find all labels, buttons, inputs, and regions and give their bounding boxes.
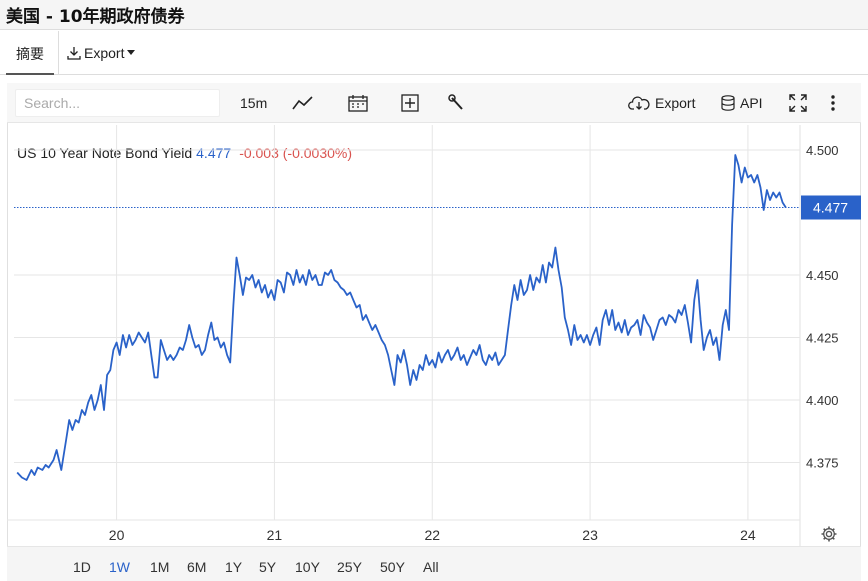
- y-tick-label: 4.375: [806, 456, 839, 471]
- range-button-all[interactable]: All: [423, 559, 439, 575]
- legend-symbol: US 10 Year Note Bond Yield: [17, 145, 193, 161]
- export-dropdown-label: Export: [84, 45, 125, 61]
- api-button[interactable]: API: [721, 91, 763, 115]
- x-tick-label: 21: [267, 527, 283, 543]
- database-icon: [721, 95, 735, 111]
- legend-last-value: 4.477: [196, 145, 232, 161]
- x-tick-label: 20: [109, 527, 125, 543]
- gear-icon: [821, 526, 837, 542]
- cloud-download-icon: [628, 96, 650, 110]
- line-chart-icon: [292, 96, 313, 110]
- x-tick-label: 22: [424, 527, 440, 543]
- more-options-button[interactable]: [830, 91, 836, 115]
- chart-type-button[interactable]: [292, 91, 314, 115]
- add-indicator-button[interactable]: [401, 91, 419, 115]
- caret-down-icon: [127, 50, 136, 55]
- export-button-label: Export: [655, 95, 696, 111]
- page-title: 美国 - 10年期政府债券: [6, 7, 185, 27]
- interval-button[interactable]: 15m: [240, 95, 268, 111]
- fullscreen-icon: [789, 94, 807, 112]
- y-tick-label: 4.500: [806, 143, 839, 158]
- last-value-label: 4.477: [813, 200, 848, 216]
- chart-settings-button[interactable]: [820, 525, 838, 548]
- tab-summary[interactable]: 摘要: [6, 31, 54, 75]
- range-button-1m[interactable]: 1M: [150, 559, 170, 575]
- chart-toolbar: 15m Export API: [7, 83, 861, 123]
- kebab-menu-icon: [831, 95, 835, 111]
- x-tick-label: 23: [582, 527, 598, 543]
- last-value-tag: [801, 195, 861, 220]
- range-selector: 1D 1W 1M 6M 1Y 5Y 10Y 25Y 50Y All: [7, 546, 861, 581]
- range-button-6m[interactable]: 6M: [187, 559, 207, 575]
- range-button-1w[interactable]: 1W: [109, 559, 130, 575]
- search-input[interactable]: [15, 89, 220, 117]
- range-button-1d[interactable]: 1D: [73, 559, 91, 575]
- export-button[interactable]: Export: [628, 91, 695, 115]
- y-tick-label: 4.450: [806, 268, 839, 283]
- y-tick-label: 4.425: [806, 331, 839, 346]
- wrench-icon: [448, 94, 463, 110]
- range-button-50y[interactable]: 50Y: [380, 559, 405, 575]
- chart-legend: US 10 Year Note Bond Yield 4.477 -0.003 (-…: [17, 145, 352, 161]
- settings-tools-button[interactable]: [448, 91, 466, 115]
- tab-bar: 摘要 Export: [0, 31, 868, 75]
- series-line: [16, 154, 787, 481]
- export-dropdown[interactable]: Export: [58, 31, 143, 75]
- calendar-icon: [348, 95, 368, 112]
- x-tick-label: 24: [740, 527, 756, 543]
- y-tick-label: 4.400: [806, 393, 839, 408]
- date-range-button[interactable]: [348, 91, 368, 115]
- legend-change: -0.003 (-0.0030%): [239, 145, 353, 161]
- range-button-1y[interactable]: 1Y: [225, 559, 243, 575]
- download-icon: [67, 47, 81, 60]
- fullscreen-button[interactable]: [789, 91, 807, 115]
- api-button-label: API: [740, 95, 763, 111]
- range-button-25y[interactable]: 25Y: [337, 559, 362, 575]
- page-header: 美国 - 10年期政府债券: [0, 0, 868, 30]
- range-button-10y[interactable]: 10Y: [295, 559, 320, 575]
- plus-box-icon: [401, 94, 419, 112]
- range-button-5y[interactable]: 5Y: [259, 559, 277, 575]
